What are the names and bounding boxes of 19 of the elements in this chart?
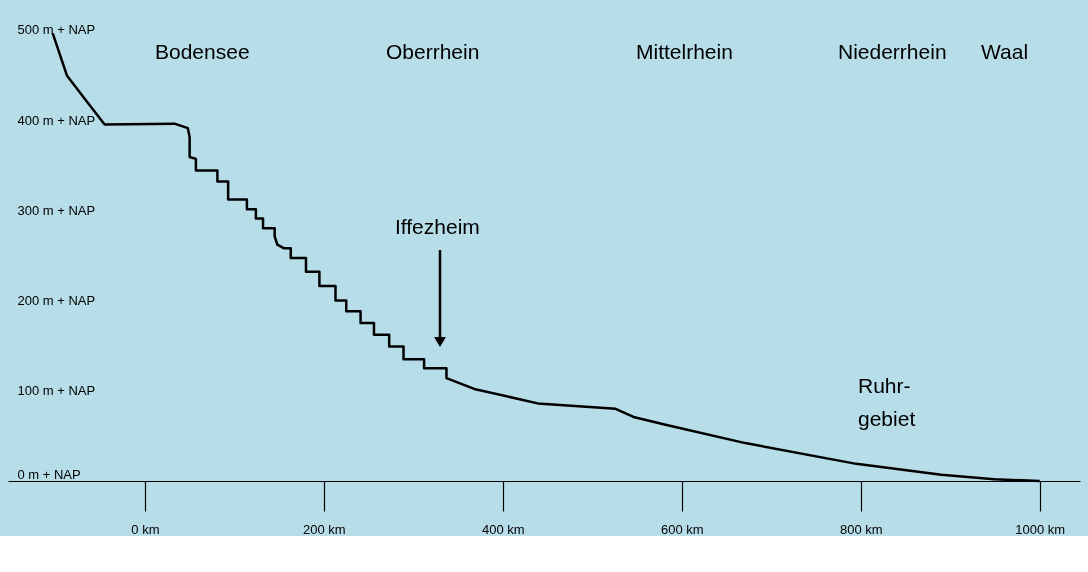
x-tick-label: 200 km [303, 521, 346, 537]
x-tick-label: 800 km [839, 521, 883, 537]
annotation: Bodensee [155, 40, 250, 63]
y-tick-label: 0 m + NAP [17, 466, 81, 482]
annotation: Oberrhein [386, 40, 480, 63]
annotation: Waal [981, 40, 1029, 63]
annotation: Niederrhein [838, 40, 947, 63]
annotation: Mittelrhein [636, 40, 733, 63]
y-tick-label: 200 m + NAP [17, 293, 96, 309]
annotation: Ruhr- gebiet [858, 374, 916, 430]
y-tick-label: 500 m + NAP [17, 22, 96, 38]
x-tick-label: 600 km [660, 521, 704, 537]
y-tick-label: 400 m + NAP [17, 112, 96, 128]
x-tick-label: 0 km [131, 521, 160, 537]
annotation: Iffezheim [395, 215, 480, 238]
y-tick-label: 300 m + NAP [17, 202, 96, 218]
x-tick-label: 400 km [482, 521, 525, 537]
x-tick-label: 1000 km [1015, 521, 1066, 537]
y-tick-label: 100 m + NAP [17, 383, 96, 399]
